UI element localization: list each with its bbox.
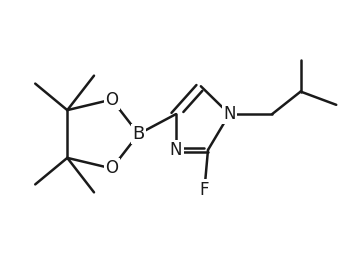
Text: O: O (105, 159, 118, 177)
Text: B: B (132, 125, 145, 143)
Text: O: O (105, 91, 118, 109)
Text: F: F (200, 181, 209, 199)
Text: N: N (223, 105, 236, 123)
Text: N: N (170, 141, 182, 159)
